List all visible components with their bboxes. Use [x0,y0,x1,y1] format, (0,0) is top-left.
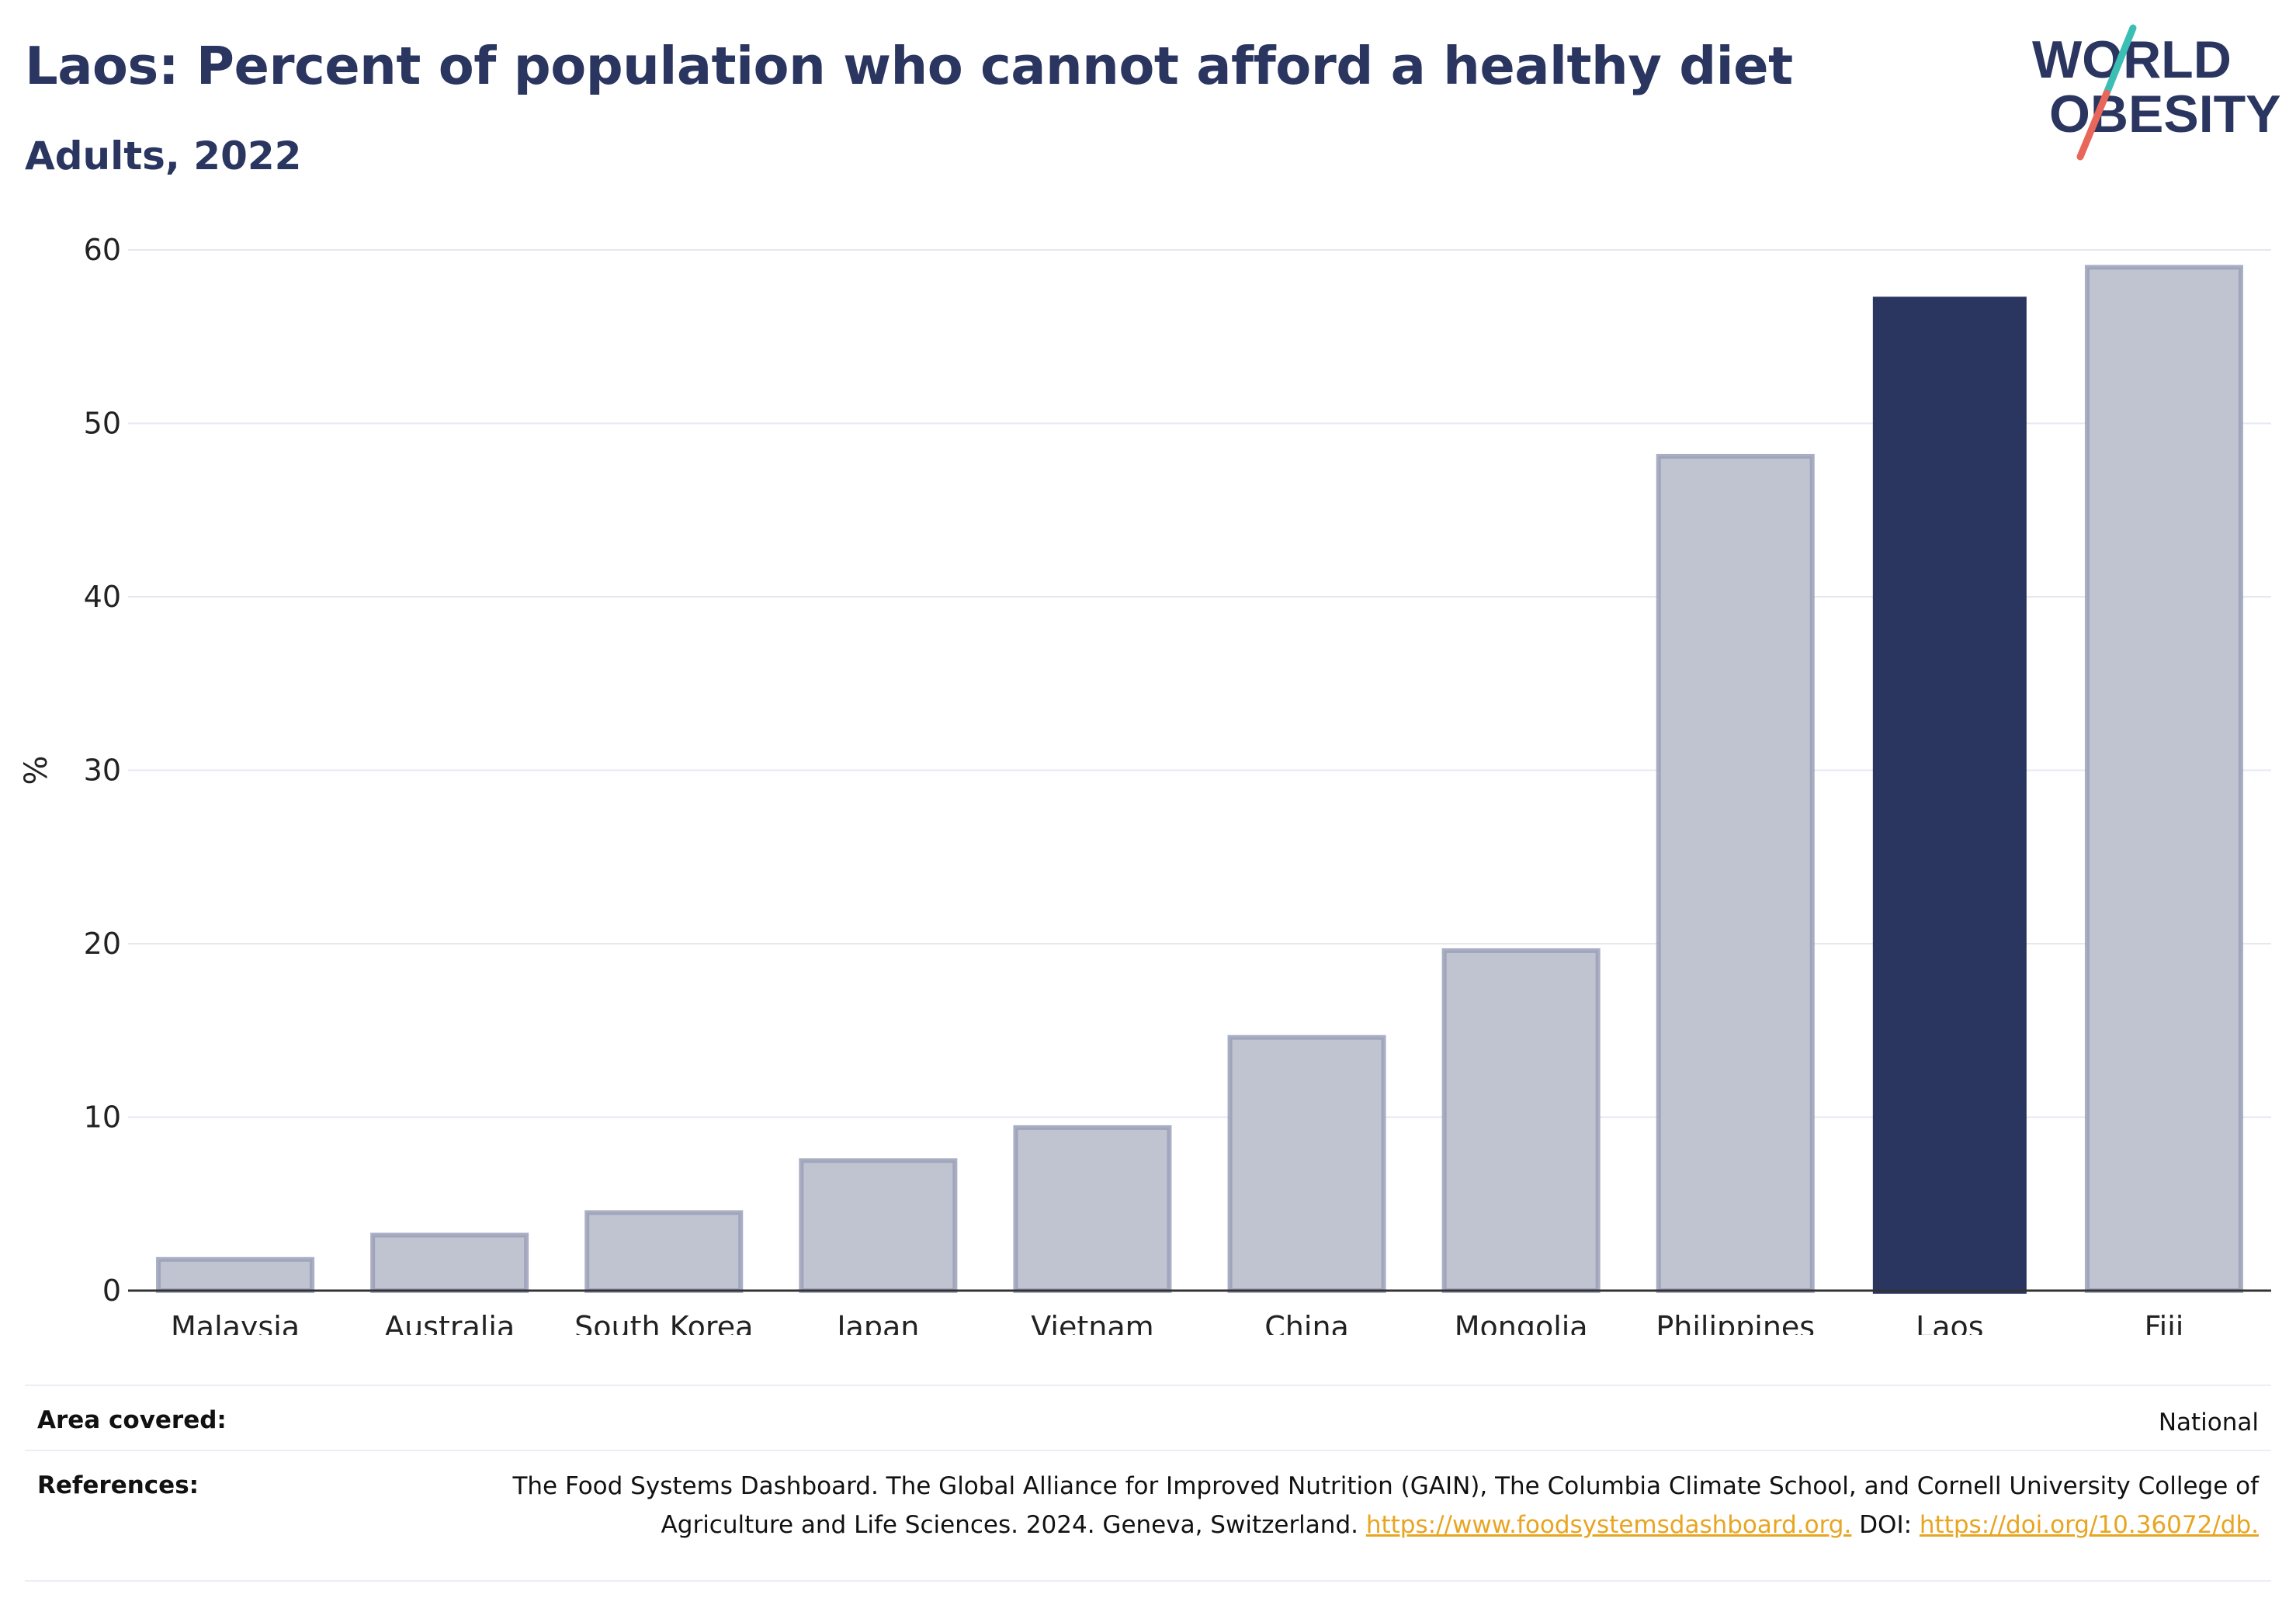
references-link-dashboard[interactable]: https://www.foodsystemsdashboard.org. [1365,1511,1852,1539]
x-tick-label: Vietnam [1031,1310,1153,1335]
x-tick-label: Australia [384,1310,515,1335]
bars [156,265,2243,1294]
area-covered-label: Area covered: [37,1406,227,1434]
x-tick-label: Mongolia [1455,1310,1588,1335]
references-doi-label: DOI: [1859,1511,1913,1539]
x-tick-label: Malaysia [171,1310,300,1335]
x-tick-label: Philippines [1656,1310,1815,1335]
bar-laos[interactable] [1872,296,2027,1294]
y-tick-label: 40 [84,580,121,614]
y-axis-ticks: 0 10 20 30 40 50 60 [84,233,121,1308]
y-tick-label: 0 [102,1274,121,1308]
y-tick-label: 20 [84,927,121,961]
bar-japan[interactable] [799,1158,958,1293]
y-tick-label: 10 [84,1100,121,1135]
footer-divider-middle [25,1450,2271,1451]
references-text: The Food Systems Dashboard. The Global A… [512,1472,2259,1539]
references-link-doi[interactable]: https://doi.org/10.36072/db. [1919,1511,2259,1539]
x-tick-label: Fiji [2145,1310,2184,1335]
bar-south-korea[interactable] [584,1210,744,1294]
x-axis-ticks: Malaysia Australia South Korea Japan Vietnam… [171,1310,2183,1335]
x-tick-label: South Korea [574,1310,753,1335]
y-tick-label: 50 [84,407,121,441]
bar-china[interactable] [1227,1035,1386,1293]
bar-malaysia[interactable] [156,1256,315,1294]
world-obesity-logo[interactable]: WORLD OBESITY [2018,23,2282,163]
bar-mongolia[interactable] [1441,948,1601,1293]
chart-title: Laos: Percent of population who cannot a… [25,36,1793,96]
bar-vietnam[interactable] [1013,1125,1172,1294]
logo-slash-teal [2103,24,2137,97]
x-tick-label: Laos [1916,1310,1984,1335]
references-label: References: [37,1471,199,1499]
logo-slash-coral [2076,89,2110,161]
footer-divider-top [25,1385,2271,1386]
x-tick-label: China [1264,1310,1349,1335]
bar-chart: 0 10 20 30 40 50 60 Malaysia Australia South Kor… [19,233,2271,1335]
bar-fiji[interactable] [2084,265,2243,1294]
x-tick-label: Japan [835,1310,919,1335]
bar-philippines[interactable] [1656,453,1815,1294]
footer-divider-bottom [25,1580,2271,1582]
y-tick-label: 60 [84,233,121,267]
y-axis-label: % [19,755,54,785]
chart-subtitle: Adults, 2022 [25,133,302,178]
bar-australia[interactable] [370,1232,529,1293]
y-tick-label: 30 [84,754,121,788]
area-covered-value: National [2158,1409,2259,1437]
references-value: The Food Systems Dashboard. The Global A… [473,1467,2259,1544]
